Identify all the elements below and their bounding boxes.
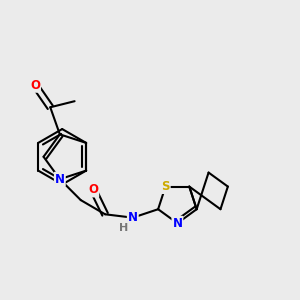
Text: O: O xyxy=(88,184,98,196)
Text: N: N xyxy=(128,211,138,224)
Text: N: N xyxy=(172,217,182,230)
Text: S: S xyxy=(161,180,170,193)
Text: O: O xyxy=(30,79,40,92)
Text: H: H xyxy=(119,223,128,233)
Text: N: N xyxy=(55,173,65,186)
